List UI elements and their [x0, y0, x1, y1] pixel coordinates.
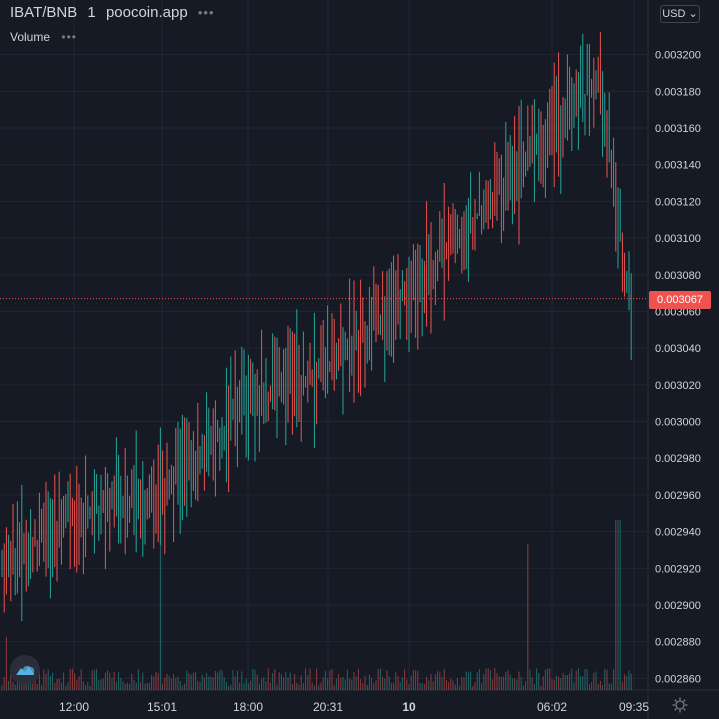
y-tick-label: 0.003100: [655, 233, 701, 245]
x-tick-label: 12:00: [59, 700, 89, 714]
price-axis[interactable]: 0.003200 0.003180 0.003160 0.003140 0.003120…: [655, 50, 701, 686]
y-tick-label: 0.003200: [655, 50, 701, 62]
currency-selector[interactable]: USD ⌄: [660, 5, 700, 23]
y-tick-label: 0.003160: [655, 123, 701, 135]
x-tick-label: 20:31: [313, 700, 343, 714]
source-label: poocoin.app: [105, 4, 188, 21]
poocoin-cloud-icon[interactable]: [10, 655, 40, 685]
legend-menu-button[interactable]: •••: [197, 5, 215, 20]
volume-label: Volume: [10, 30, 51, 44]
y-tick-label: 0.003180: [655, 86, 701, 98]
y-tick-label: 0.002900: [655, 600, 701, 612]
chevron-down-icon: ⌄: [688, 8, 698, 20]
x-tick-label: 06:02: [537, 700, 567, 714]
x-tick-label: 09:35: [619, 700, 649, 714]
currency-value: USD: [662, 8, 686, 20]
y-tick-label: 0.003020: [655, 380, 701, 392]
y-tick-label: 0.002940: [655, 527, 701, 539]
interval-label[interactable]: 1: [87, 4, 96, 21]
y-tick-label: 0.003000: [655, 417, 701, 429]
chart-legend: IBAT/BNB 1 poocoin.app •••: [10, 4, 221, 21]
x-tick-label: 10: [402, 700, 416, 714]
last-price-tag: 0.003067: [649, 291, 711, 309]
x-tick-label: 15:01: [147, 700, 177, 714]
x-tick-label: 18:00: [233, 700, 263, 714]
volume-menu-button[interactable]: •••: [61, 30, 77, 44]
candles: [1, 32, 632, 622]
y-tick-label: 0.002960: [655, 490, 701, 502]
y-tick-label: 0.003060: [655, 306, 701, 318]
time-axis[interactable]: 12:00 15:01 18:00 20:31 10 06:02 09:35: [59, 700, 649, 714]
volume-legend: Volume •••: [10, 30, 77, 44]
y-tick-label: 0.002920: [655, 563, 701, 575]
y-tick-label: 0.003120: [655, 196, 701, 208]
pair-label: IBAT/BNB: [10, 4, 78, 21]
y-tick-label: 0.003140: [655, 160, 701, 172]
y-tick-label: 0.002860: [655, 673, 701, 685]
y-tick-label: 0.002880: [655, 637, 701, 649]
y-tick-label: 0.003040: [655, 343, 701, 355]
volume-bars: [1, 520, 632, 690]
y-tick-label: 0.002980: [655, 453, 701, 465]
y-tick-label: 0.003080: [655, 270, 701, 282]
gear-icon[interactable]: [672, 697, 688, 713]
